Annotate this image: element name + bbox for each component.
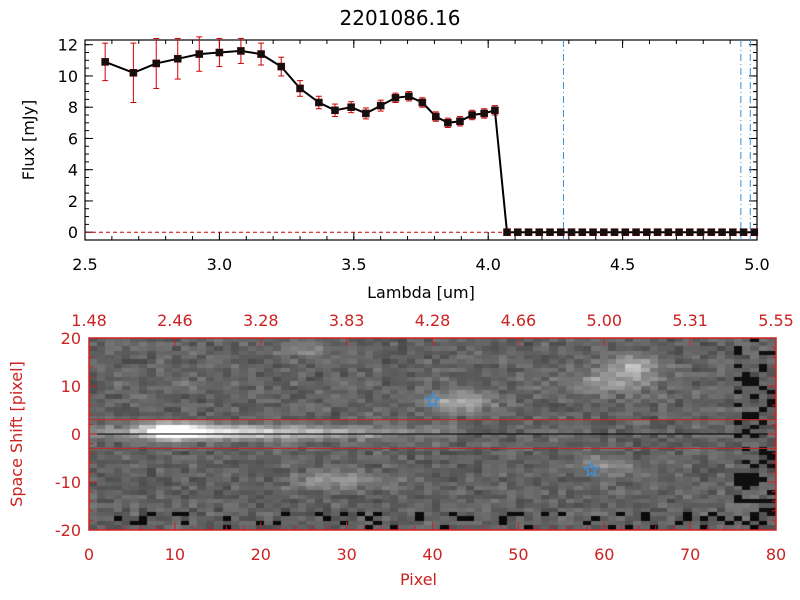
- flux-data-point: [237, 47, 245, 55]
- flux-data-point: [101, 58, 109, 66]
- top-tick-label: 3.83: [329, 311, 365, 330]
- star-marker: [582, 460, 601, 478]
- spectrum-frame: [84, 39, 758, 241]
- x-tick-label: 50: [508, 545, 528, 564]
- flux-data-point: [362, 109, 370, 118]
- y-tick-label: 2: [68, 192, 78, 211]
- x-axis-label: Pixel: [400, 570, 437, 589]
- flux-data-point: [331, 106, 339, 115]
- y-tick-label: 8: [68, 98, 78, 117]
- y-tick-label: 4: [68, 161, 78, 180]
- flux-data-point: [621, 228, 630, 236]
- x-tick-label: 4.0: [475, 255, 500, 274]
- figure-title: 2201086.16: [339, 6, 461, 30]
- flux-data-point: [391, 94, 400, 102]
- flux-data-point: [215, 48, 224, 57]
- x-tick-label: 2.5: [72, 255, 97, 274]
- x-tick-label: 20: [251, 545, 271, 564]
- flux-data-point: [431, 112, 440, 121]
- flux-data-point: [296, 84, 304, 93]
- y-axis-label: Flux [mJy]: [19, 100, 38, 181]
- y-tick-label: 0: [71, 425, 81, 444]
- flux-data-point: [707, 228, 716, 236]
- flux-data-point: [513, 228, 522, 236]
- y-tick-label: 20: [61, 329, 81, 348]
- flux-data-point: [696, 228, 705, 236]
- flux-data-point: [685, 228, 694, 236]
- x-tick-label: 40: [422, 545, 442, 564]
- flux-data-point: [739, 228, 748, 236]
- flux-data-point: [376, 101, 385, 110]
- x-tick-label: 4.5: [610, 255, 635, 274]
- x-tick-label: 60: [594, 545, 614, 564]
- x-tick-label: 5.0: [744, 255, 769, 274]
- flux-data-point: [173, 54, 182, 63]
- flux-data-point: [599, 228, 608, 236]
- flux-data-point: [556, 228, 565, 236]
- y-tick-label: -20: [55, 521, 81, 540]
- x-tick-label: 80: [766, 545, 786, 564]
- flux-data-point: [418, 98, 427, 107]
- x-tick-label: 70: [680, 545, 700, 564]
- flux-data-point: [456, 117, 464, 126]
- y-axis-label: Space Shift [pixel]: [7, 361, 26, 507]
- flux-data-point: [480, 109, 488, 118]
- flux-data-point: [664, 228, 673, 236]
- x-tick-label: 0: [84, 545, 94, 564]
- flux-data-point: [347, 103, 355, 111]
- top-tick-label: 2.46: [157, 311, 193, 330]
- flux-data-point: [578, 228, 587, 236]
- flux-data-point: [503, 228, 511, 236]
- flux-data-point: [257, 50, 265, 58]
- flux-data-point: [675, 228, 683, 236]
- flux-data-point: [610, 228, 619, 236]
- top-tick-label: 5.55: [758, 311, 794, 330]
- y-tick-label: 0: [68, 223, 78, 242]
- top-tick-label: 4.28: [415, 311, 451, 330]
- x-tick-label: 3.0: [207, 255, 232, 274]
- top-tick-label: 5.31: [672, 311, 708, 330]
- y-tick-label: -10: [55, 473, 81, 492]
- y-tick-label: 12: [58, 36, 78, 55]
- y-tick-label: 6: [68, 129, 78, 148]
- flux-data-point: [315, 98, 323, 107]
- flux-data-point: [405, 92, 413, 101]
- flux-data-point: [152, 59, 161, 68]
- flux-data-point: [729, 228, 737, 236]
- x-tick-label: 30: [336, 545, 356, 564]
- top-tick-label: 5.00: [586, 311, 622, 330]
- flux-data-point: [589, 228, 597, 236]
- flux-data-point: [524, 228, 533, 236]
- flux-data-point: [653, 228, 662, 236]
- top-tick-label: 3.28: [243, 311, 279, 330]
- x-axis-label: Lambda [um]: [367, 283, 475, 302]
- star-marker: [423, 391, 442, 408]
- flux-data-point: [277, 62, 286, 71]
- flux-data-point: [718, 228, 726, 236]
- flux-data-point: [468, 111, 476, 119]
- flux-data-point: [195, 50, 204, 58]
- top-tick-label: 1.48: [71, 311, 107, 330]
- y-tick-label: 10: [61, 377, 81, 396]
- flux-data-point: [444, 119, 452, 127]
- flux-data-point: [567, 228, 576, 236]
- flux-data-point: [491, 106, 499, 115]
- x-tick-label: 10: [165, 545, 185, 564]
- flux-data-point: [546, 228, 554, 236]
- flux-data-point: [642, 228, 651, 236]
- flux-data-point: [535, 228, 544, 236]
- flux-data-point: [632, 228, 640, 236]
- top-tick-label: 4.66: [501, 311, 537, 330]
- flux-data-point: [129, 69, 138, 77]
- y-tick-label: 10: [58, 67, 78, 86]
- flux-data-point: [750, 228, 759, 236]
- x-tick-label: 3.5: [341, 255, 366, 274]
